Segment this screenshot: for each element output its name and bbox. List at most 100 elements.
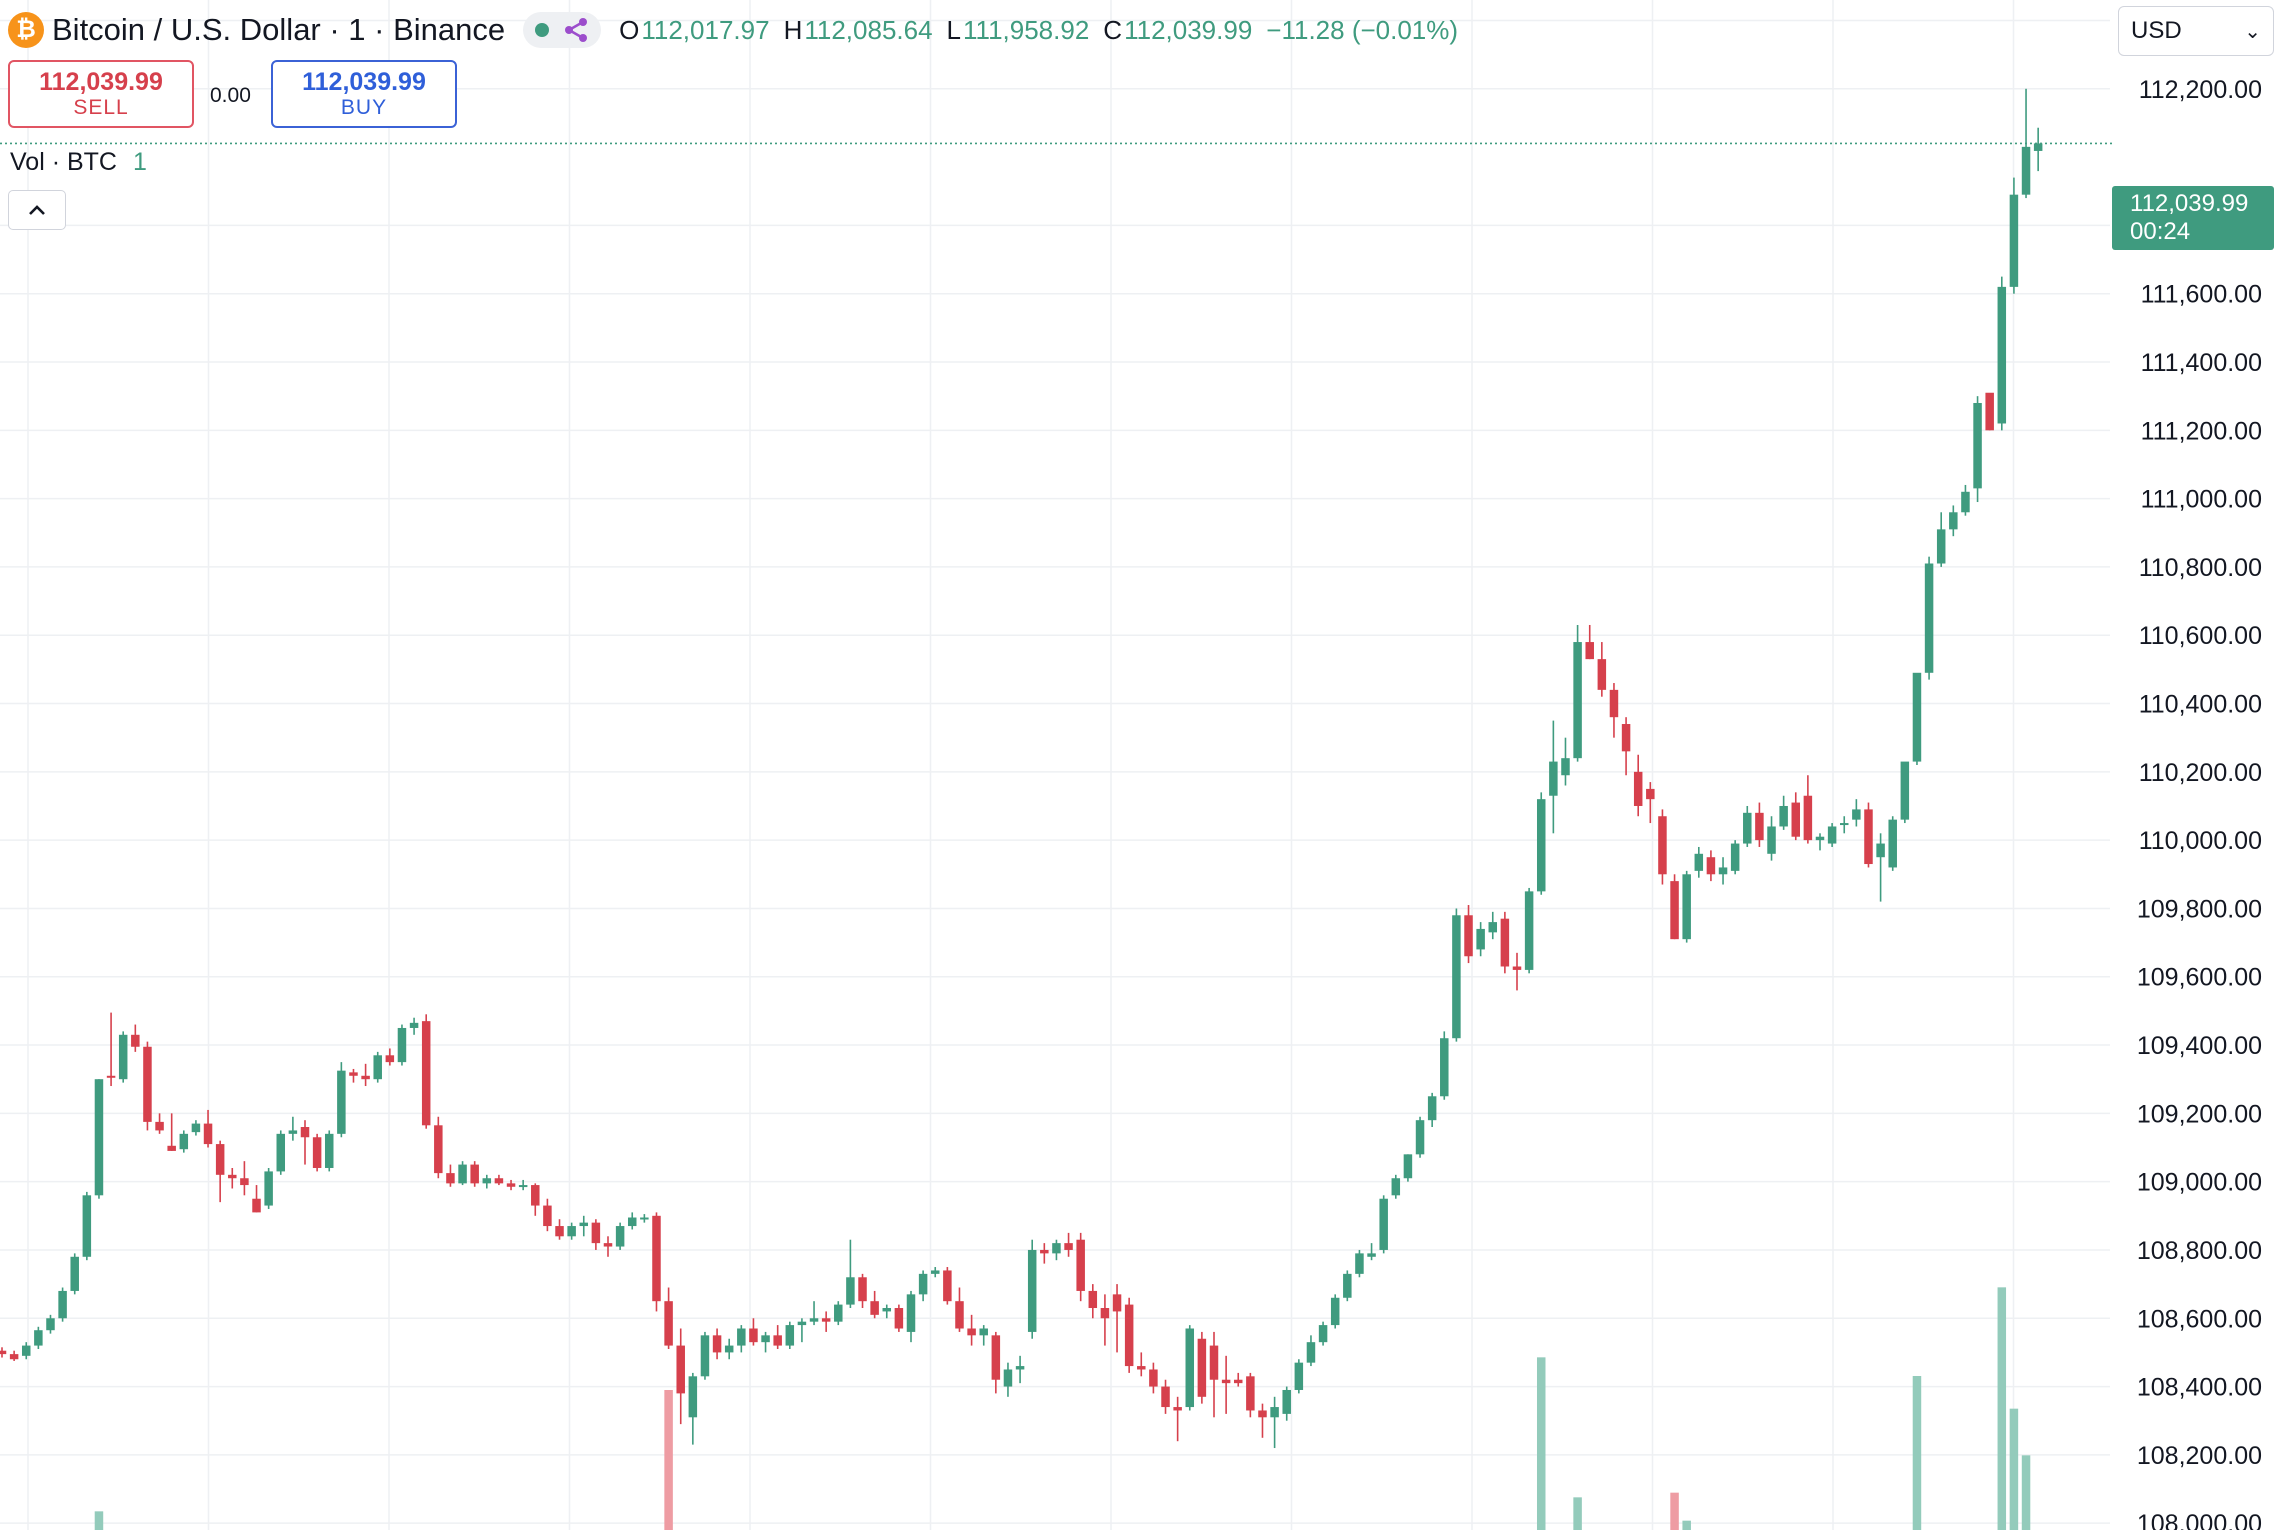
candle[interactable]	[9, 1350, 19, 1361]
candle[interactable]	[506, 1179, 516, 1191]
candle[interactable]	[458, 1161, 467, 1186]
candle[interactable]	[1367, 1243, 1376, 1261]
candle[interactable]	[688, 1372, 698, 1445]
candle[interactable]	[1621, 717, 1631, 776]
candle[interactable]	[700, 1331, 710, 1380]
candle[interactable]	[240, 1161, 249, 1196]
candle[interactable]	[1064, 1232, 1073, 1257]
candle[interactable]	[361, 1063, 370, 1087]
candle[interactable]	[34, 1326, 43, 1349]
candle[interactable]	[228, 1167, 237, 1189]
candle[interactable]	[1549, 720, 1558, 834]
candle[interactable]	[1355, 1249, 1364, 1278]
candle[interactable]	[1524, 887, 1534, 974]
candle[interactable]	[749, 1318, 758, 1346]
candle[interactable]	[1876, 833, 1885, 902]
candle[interactable]	[2009, 177, 2019, 294]
candle[interactable]	[955, 1287, 964, 1332]
candle[interactable]	[1027, 1239, 1037, 1339]
candle[interactable]	[615, 1222, 625, 1250]
candle[interactable]	[1246, 1372, 1255, 1418]
candle[interactable]	[1767, 816, 1776, 861]
candle[interactable]	[373, 1051, 382, 1083]
candle[interactable]	[1209, 1331, 1219, 1418]
volume-legend[interactable]: Vol · BTC 1	[10, 148, 147, 177]
candle[interactable]	[264, 1167, 273, 1209]
candle[interactable]	[1852, 799, 1861, 827]
candle[interactable]	[1743, 805, 1752, 847]
candle[interactable]	[567, 1222, 576, 1240]
candle[interactable]	[1646, 782, 1655, 824]
candle[interactable]	[179, 1130, 189, 1153]
market-status-pill[interactable]	[523, 12, 602, 48]
candle[interactable]	[155, 1113, 164, 1134]
candle[interactable]	[1015, 1355, 1025, 1384]
candle[interactable]	[1512, 952, 1522, 991]
candle[interactable]	[737, 1325, 746, 1353]
candle[interactable]	[531, 1183, 540, 1216]
sell-button[interactable]: 112,039.99 SELL	[8, 60, 194, 128]
candle[interactable]	[979, 1325, 988, 1346]
candle[interactable]	[1330, 1294, 1340, 1329]
candle[interactable]	[288, 1116, 298, 1141]
candle[interactable]	[1076, 1232, 1085, 1302]
candle[interactable]	[1924, 556, 1934, 680]
candle[interactable]	[967, 1314, 976, 1346]
candle[interactable]	[1233, 1372, 1243, 1387]
candle[interactable]	[894, 1304, 904, 1332]
candle[interactable]	[1379, 1195, 1388, 1254]
candle[interactable]	[1476, 922, 1485, 957]
candle[interactable]	[906, 1290, 916, 1343]
candle[interactable]	[1961, 484, 1970, 516]
candle[interactable]	[1318, 1321, 1328, 1346]
candle[interactable]	[846, 1239, 855, 1309]
candle[interactable]	[1803, 775, 1813, 844]
candle[interactable]	[1500, 911, 1510, 974]
candle[interactable]	[627, 1212, 637, 1230]
currency-select[interactable]: USD ⌄	[2118, 6, 2274, 56]
symbol-title[interactable]: Bitcoin / U.S. Dollar · 1 · Binance	[52, 12, 506, 47]
candle[interactable]	[1949, 505, 1958, 537]
candle[interactable]	[337, 1062, 346, 1138]
candle[interactable]	[252, 1185, 261, 1213]
candle[interactable]	[1888, 816, 1897, 871]
candle[interactable]	[591, 1219, 601, 1250]
candle[interactable]	[712, 1328, 722, 1360]
candle[interactable]	[1827, 823, 1837, 847]
candle[interactable]	[1536, 792, 1546, 895]
share-icon[interactable]	[563, 17, 589, 43]
candle[interactable]	[300, 1120, 310, 1165]
candle[interactable]	[1124, 1297, 1134, 1373]
candle[interactable]	[94, 1079, 104, 1199]
candle[interactable]	[1573, 624, 1582, 762]
candle[interactable]	[397, 1024, 407, 1066]
candle[interactable]	[1779, 795, 1788, 830]
candle[interactable]	[1985, 392, 1994, 431]
candle[interactable]	[1052, 1239, 1061, 1261]
candle[interactable]	[58, 1287, 67, 1322]
candle[interactable]	[1597, 642, 1607, 697]
candle[interactable]	[918, 1270, 928, 1302]
candle[interactable]	[676, 1328, 685, 1425]
candle[interactable]	[1755, 802, 1764, 847]
candle[interactable]	[797, 1318, 807, 1343]
candle[interactable]	[1900, 761, 1910, 824]
candle[interactable]	[1973, 396, 1982, 503]
candle[interactable]	[1088, 1284, 1098, 1319]
candle[interactable]	[1343, 1270, 1352, 1302]
candle[interactable]	[1427, 1092, 1437, 1128]
candle[interactable]	[1197, 1331, 1207, 1404]
candle[interactable]	[1112, 1284, 1122, 1353]
candle[interactable]	[882, 1304, 892, 1319]
candle[interactable]	[276, 1130, 286, 1175]
candle[interactable]	[434, 1116, 443, 1179]
candle[interactable]	[70, 1253, 79, 1295]
candle[interactable]	[1270, 1396, 1279, 1449]
candle[interactable]	[1282, 1386, 1291, 1421]
candle[interactable]	[1440, 1031, 1449, 1100]
candle[interactable]	[1585, 624, 1594, 660]
candle[interactable]	[518, 1179, 528, 1191]
candle[interactable]	[943, 1267, 952, 1305]
candle[interactable]	[809, 1301, 819, 1326]
